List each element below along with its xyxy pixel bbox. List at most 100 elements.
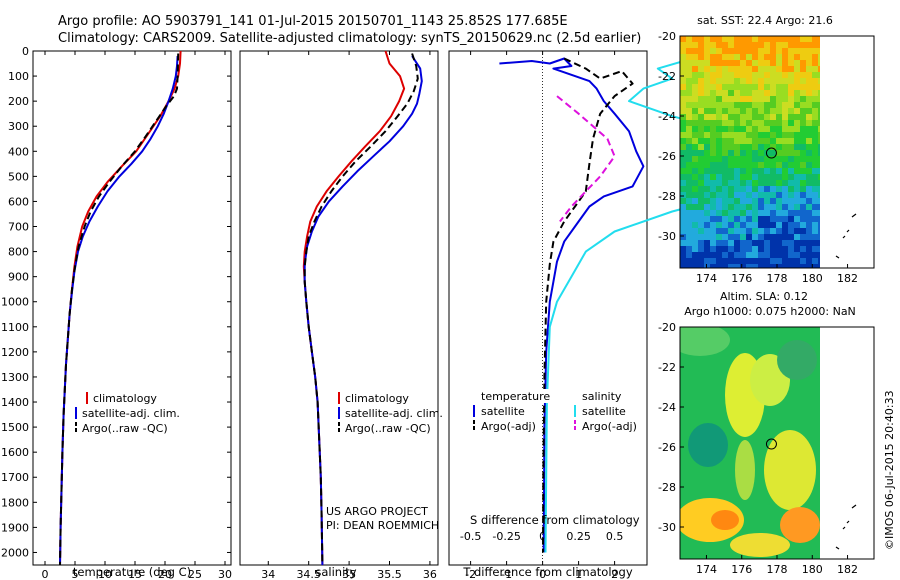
sst-cell: [818, 258, 820, 264]
sst-cell: [698, 84, 704, 90]
sst-cell: [698, 240, 704, 246]
map-y-tick-label: -30: [658, 521, 676, 534]
sst-cell: [722, 264, 728, 268]
sst-cell: [788, 246, 794, 252]
sst-cell: [794, 198, 800, 204]
legend-title-salinity: salinity: [582, 390, 622, 403]
sst-cell: [728, 66, 734, 72]
sst-cell: [704, 162, 710, 168]
y-tick-label: 700: [8, 221, 29, 234]
sst-cell: [686, 42, 692, 48]
sst-cell: [722, 246, 728, 252]
sst-cell: [764, 216, 770, 222]
y-tick-label: 1800: [1, 496, 29, 509]
legend-title-temperature: temperature: [481, 390, 550, 403]
sst-cell: [716, 258, 722, 264]
sst-cell: [710, 204, 716, 210]
sst-cell: [722, 42, 728, 48]
sst-cell: [776, 102, 782, 108]
sst-cell: [728, 144, 734, 150]
sst-cell: [746, 114, 752, 120]
sst-cell: [758, 132, 764, 138]
sst-cell: [722, 60, 728, 66]
sst-cell: [794, 162, 800, 168]
sst-cell: [710, 60, 716, 66]
sst-cell: [722, 132, 728, 138]
x-tick-label: 15: [128, 568, 142, 580]
sst-cell: [800, 228, 806, 234]
sst-cell: [686, 180, 692, 186]
sst-cell: [740, 240, 746, 246]
sst-cell: [788, 264, 794, 268]
sst-cell: [722, 210, 728, 216]
sla-blobs: [680, 327, 820, 557]
y-tick-label: 1600: [1, 446, 29, 459]
sla-blob: [735, 440, 755, 500]
header-line-1: Argo profile: AO 5903791_141 01-Jul-2015…: [58, 14, 568, 29]
sst-cell: [734, 198, 740, 204]
sst-cell: [758, 72, 764, 78]
map-y-tick-label: -22: [658, 361, 676, 374]
sst-cell: [752, 252, 758, 258]
sst-cell: [770, 108, 776, 114]
sst-cell: [728, 108, 734, 114]
series-line-argo---raw--qc-: [59, 53, 180, 566]
sst-cell: [680, 180, 686, 186]
sst-cell: [686, 150, 692, 156]
sla-blob: [730, 533, 790, 557]
sst-cell: [680, 126, 686, 132]
sst-cell: [800, 66, 806, 72]
sst-cell: [734, 84, 740, 90]
sst-cell: [782, 42, 788, 48]
map-x-tick-label: 178: [767, 272, 788, 285]
map-y-tick-label: -28: [658, 481, 676, 494]
sst-cell: [686, 132, 692, 138]
sst-cell: [698, 174, 704, 180]
sst-cell: [734, 144, 740, 150]
sst-cell: [794, 186, 800, 192]
sst-cell: [680, 150, 686, 156]
sst-cell: [782, 156, 788, 162]
sst-cell: [758, 156, 764, 162]
sst-cell: [686, 48, 692, 54]
sst-cell: [788, 138, 794, 144]
sst-cell: [782, 36, 788, 42]
sst-cell: [692, 168, 698, 174]
sst-cell: [806, 210, 812, 216]
sst-cell: [692, 72, 698, 78]
sst-cell: [746, 222, 752, 228]
sst-cell: [746, 150, 752, 156]
sst-cell: [752, 102, 758, 108]
sst-cell: [704, 240, 710, 246]
sst-cell: [758, 66, 764, 72]
sst-cell: [698, 228, 704, 234]
sst-cell: [716, 252, 722, 258]
sst-cell: [734, 42, 740, 48]
sst-cell: [776, 222, 782, 228]
sst-cell: [692, 258, 698, 264]
sst-cell: [716, 120, 722, 126]
sst-cell: [788, 180, 794, 186]
sst-cell: [800, 216, 806, 222]
x-tick-label: 0: [42, 568, 49, 580]
sst-cell: [776, 120, 782, 126]
sst-cell: [818, 78, 820, 84]
sst-cell: [800, 48, 806, 54]
sst-cell: [794, 138, 800, 144]
legend-label-argo: Argo(..raw -QC): [82, 422, 168, 435]
sst-cell: [698, 210, 704, 216]
sst-cell: [734, 138, 740, 144]
sst-cell: [680, 102, 686, 108]
sst-cell: [782, 264, 788, 268]
sst-cell: [758, 222, 764, 228]
sst-cell: [776, 174, 782, 180]
sla-map-title: Altim. SLA: 0.12: [720, 290, 808, 303]
sst-cell: [746, 246, 752, 252]
sst-cell: [722, 102, 728, 108]
temperature-panel-frame: [32, 50, 232, 566]
sst-cell: [728, 192, 734, 198]
sst-cell: [704, 156, 710, 162]
sst-cell: [740, 222, 746, 228]
sst-cell: [782, 240, 788, 246]
